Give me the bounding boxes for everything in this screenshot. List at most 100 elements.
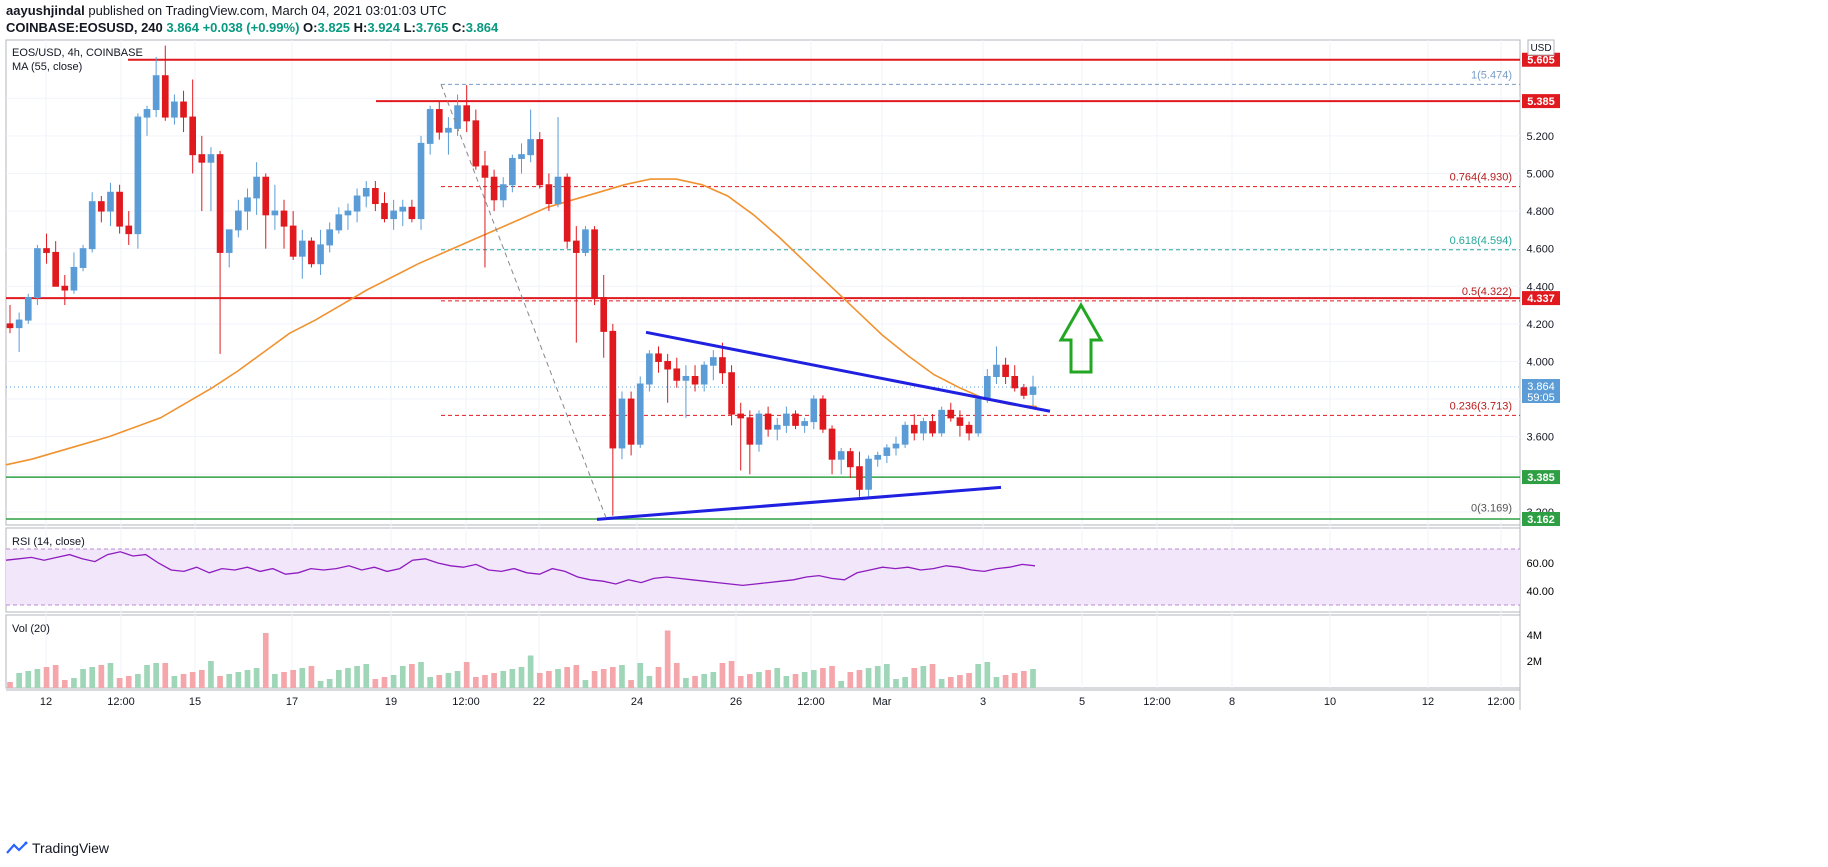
upper-trendline [645,330,1051,413]
rsi-tick-label: 40.00 [1526,586,1554,598]
moving-average-line [5,178,1038,466]
volume-bar [162,663,169,688]
last-price: 3.864 [166,20,199,35]
candle-body [746,417,754,445]
time-tick-label: 12:00 [797,696,825,708]
time-tick-label: Mar [873,696,892,708]
price-tag-label: 3.162 [1527,514,1555,526]
candle-body [70,266,78,291]
volume-bar [189,672,196,688]
time-tick-label: 24 [631,696,643,708]
volume-bar [938,679,945,688]
time-tick-label: 17 [286,696,298,708]
volume-bar [774,668,781,688]
candle-body [764,413,772,430]
volume-bar [865,668,872,688]
candle-body [417,142,425,220]
time-tick-label: 12:00 [452,696,480,708]
volume-bar [582,680,589,688]
close-label: C: [452,20,466,35]
volume-bar [929,664,936,688]
candle-body [1029,386,1037,395]
up-arrow-icon [1058,301,1104,374]
candle-body [289,225,297,257]
candle-body [472,120,480,167]
volume-bar [683,678,689,688]
volume-bar [546,671,552,688]
volume-bar [564,667,571,688]
time-tick-label: 12:00 [1143,696,1171,708]
candle-body [509,157,516,186]
volume-bar [135,674,141,688]
candle-body [180,101,187,118]
volume-tick-label: 2M [1527,656,1542,668]
candle-body [874,454,882,460]
volume-bar [98,665,105,688]
volume-bar [409,664,415,688]
volume-bar [463,662,470,688]
volume-bar [984,662,991,688]
volume-bar [354,666,360,688]
fib-level-label: 0.236(3.713) [1450,400,1512,412]
volume-bar [911,668,918,688]
price-tick-label: 5.200 [1526,131,1554,143]
volume-bar [527,655,534,688]
volume-bar [418,662,424,688]
volume-bar [792,674,799,688]
symbol-label: EOS/USD, 4h, COINBASE [12,47,143,59]
candle-body [408,206,416,220]
price-tag-label: 4.337 [1527,293,1555,305]
open-value: 3.825 [317,20,351,35]
volume-bar [71,678,77,688]
candle-body [43,248,50,253]
volume-bar [25,671,32,688]
candle-body [563,176,571,242]
volume-bar [281,672,287,688]
candle-body [536,139,544,186]
candle-body [225,229,233,253]
volume-bar [692,676,698,688]
candle-body [125,225,133,235]
tradingview-brand[interactable]: TradingView [6,840,109,856]
volume-bar [838,681,845,688]
volume-bar [454,671,461,688]
candle-body [499,184,507,201]
volume-bar [390,675,397,688]
candle-body [792,413,799,426]
candle-body [527,139,534,156]
volume-bar [1011,673,1018,688]
candle-body [161,75,169,118]
volume-bar [920,666,927,688]
volume-bar [884,664,890,688]
volume-bar [7,682,13,688]
candle-body [262,176,270,216]
volume-bar [747,674,753,688]
candle-body [883,447,891,456]
candle-body [1002,364,1009,377]
volume-bar [317,681,324,688]
volume-bar [500,671,507,688]
time-tick-label: 12 [1422,696,1434,708]
price-tick-label: 4.800 [1526,206,1554,218]
candle-body [801,421,808,426]
volume-bar [628,680,634,688]
lower-trendline [596,485,1002,521]
candle-body [34,248,41,299]
candle-body [664,360,671,370]
publisher-name[interactable]: aayushjindal [6,3,85,18]
volume-bar [262,633,269,688]
candle-body [929,421,936,434]
candle-body [819,398,827,430]
time-tick-label: 22 [533,696,545,708]
volume-bar [637,663,644,688]
candle-body [362,188,370,197]
time-tick-label: 12 [40,696,52,708]
volume-bar [810,670,817,688]
time-tick-label: 12:00 [1487,696,1515,708]
candle-body [198,154,206,163]
volume-bar [171,676,178,688]
candle-body [490,176,498,201]
volume-bar [719,663,726,688]
volume-bar [536,673,543,688]
